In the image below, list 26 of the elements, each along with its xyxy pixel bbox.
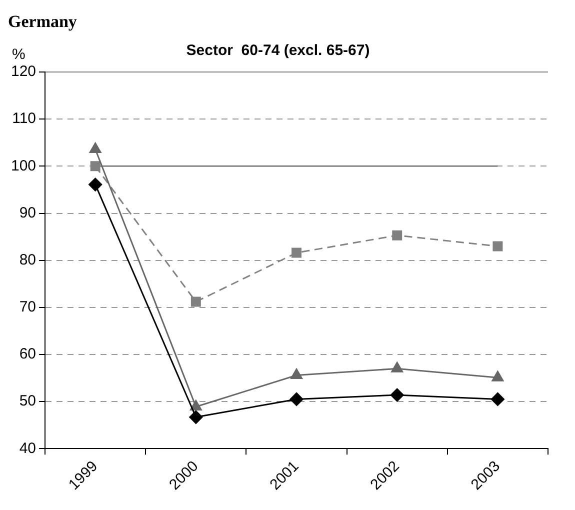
point (189, 410, 203, 424)
point (392, 230, 402, 240)
point (391, 362, 404, 372)
point (490, 392, 504, 406)
y-tick-label: 90 (19, 204, 36, 222)
point (90, 161, 100, 172)
y-tick-label: 50 (19, 392, 36, 410)
point (290, 392, 304, 406)
y-tick-label: 120 (10, 63, 36, 80)
y-tick-label: 40 (19, 440, 36, 457)
y-axis-title: % (12, 46, 26, 63)
y-tick-label: 80 (19, 251, 36, 268)
point (492, 241, 503, 252)
y-tick-label: 110 (12, 110, 36, 128)
y-tick-label: 70 (19, 298, 36, 316)
chart-title: Germany (8, 11, 78, 33)
point (292, 248, 302, 258)
point (88, 178, 102, 192)
point (492, 370, 504, 382)
chart-subtitle: Sector 60-74 (excl. 65-67) (186, 42, 370, 60)
point (390, 388, 404, 402)
point (290, 368, 302, 379)
point (190, 400, 202, 411)
point (190, 296, 201, 307)
y-tick-label: 100 (10, 157, 36, 174)
y-tick-label: 60 (19, 346, 36, 363)
